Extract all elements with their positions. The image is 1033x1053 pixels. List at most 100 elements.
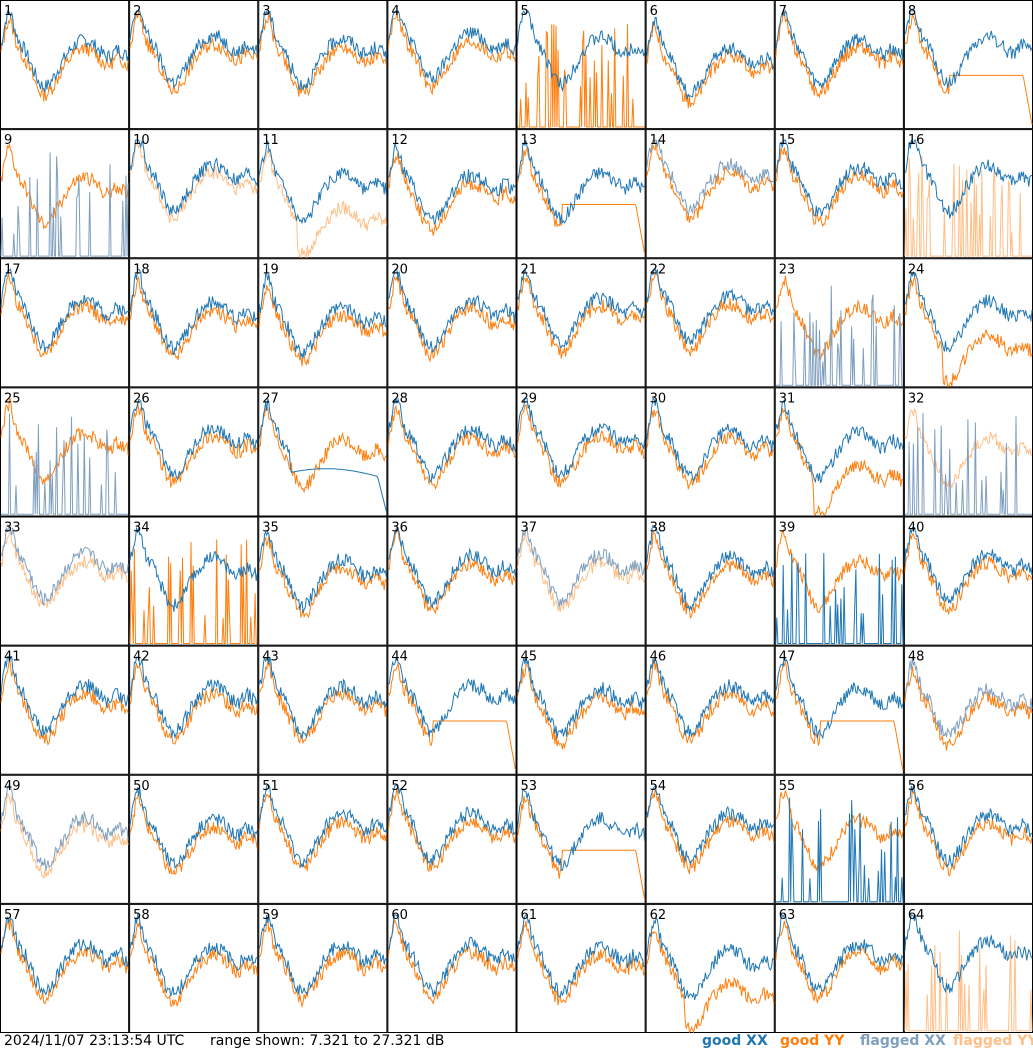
series-yy-28 bbox=[387, 404, 516, 490]
panel-32: 32 bbox=[903, 387, 1033, 517]
panel-number: 5 bbox=[521, 4, 529, 19]
panel-21: 21 bbox=[516, 258, 646, 388]
panel-1: 1 bbox=[0, 0, 130, 130]
legend-flagged-xx-label: flagged bbox=[860, 1033, 920, 1049]
series-xx-15 bbox=[775, 139, 903, 217]
panel-55: 55 bbox=[774, 774, 904, 904]
panel-frame bbox=[516, 0, 646, 130]
panel-37: 37 bbox=[516, 516, 646, 646]
panel-frame bbox=[645, 516, 775, 646]
panel-56: 56 bbox=[903, 774, 1033, 904]
series-yy-37 bbox=[517, 529, 646, 613]
panel-number: 8 bbox=[908, 4, 916, 19]
series-xx-52 bbox=[387, 785, 516, 866]
series-xx-58 bbox=[129, 913, 258, 997]
panel-46: 46 bbox=[645, 645, 775, 775]
panel-frame bbox=[645, 129, 775, 259]
panel-frame bbox=[774, 903, 904, 1033]
panel-frame bbox=[774, 387, 904, 517]
series-xx-47 bbox=[775, 656, 904, 740]
panel-frame bbox=[903, 645, 1033, 775]
panel-number: 6 bbox=[650, 4, 658, 19]
panel-2: 2 bbox=[129, 0, 259, 130]
panel-number: 33 bbox=[4, 521, 21, 536]
series-yy-23 bbox=[775, 275, 904, 361]
panel-number: 9 bbox=[4, 133, 12, 148]
series-xx-1 bbox=[0, 10, 129, 93]
series-xx-7 bbox=[775, 9, 904, 90]
panel-31: 31 bbox=[774, 387, 904, 518]
panel-59: 59 bbox=[258, 903, 388, 1033]
panel-frame bbox=[129, 645, 259, 775]
panel-44: 44 bbox=[387, 645, 517, 775]
panel-frame bbox=[645, 903, 775, 1033]
panel-number: 41 bbox=[4, 650, 21, 665]
panel-frame bbox=[129, 774, 259, 904]
panel-frame bbox=[774, 129, 904, 259]
series-xx-53 bbox=[517, 789, 646, 871]
panel-number: 36 bbox=[391, 521, 408, 536]
panel-frame bbox=[258, 903, 388, 1033]
panel-frame bbox=[0, 774, 130, 904]
panel-frame bbox=[516, 645, 646, 775]
series-yy-64 bbox=[904, 930, 1033, 1032]
panel-52: 52 bbox=[387, 774, 517, 904]
panel-15: 15 bbox=[774, 129, 904, 259]
panel-frame bbox=[0, 645, 130, 775]
series-yy-9 bbox=[0, 144, 129, 230]
series-xx-25 bbox=[1, 413, 129, 515]
series-yy-11 bbox=[258, 149, 387, 259]
series-xx-43 bbox=[258, 654, 387, 740]
series-xx-42 bbox=[129, 656, 258, 740]
series-yy-16 bbox=[904, 155, 1032, 257]
panel-frame bbox=[516, 258, 646, 388]
series-yy-54 bbox=[646, 789, 775, 875]
series-xx-13 bbox=[517, 140, 645, 224]
panel-frame bbox=[258, 645, 388, 775]
panel-4: 4 bbox=[387, 0, 517, 130]
panel-frame bbox=[387, 516, 517, 646]
panel-frame bbox=[774, 258, 904, 388]
panel-number: 44 bbox=[391, 650, 408, 665]
series-xx-11 bbox=[258, 140, 387, 225]
legend-good-yy-label: good bbox=[780, 1033, 820, 1049]
panel-frame bbox=[0, 516, 130, 646]
series-xx-46 bbox=[646, 658, 775, 738]
series-xx-60 bbox=[388, 913, 516, 997]
series-yy-10 bbox=[129, 143, 258, 223]
panel-frame bbox=[258, 774, 388, 904]
panel-frame bbox=[129, 516, 259, 646]
panel-frame bbox=[387, 645, 517, 775]
panel-number: 16 bbox=[908, 133, 925, 148]
series-xx-62 bbox=[646, 916, 775, 1001]
panel-12: 12 bbox=[387, 129, 517, 259]
series-xx-28 bbox=[387, 397, 516, 483]
panel-frame bbox=[516, 774, 646, 904]
panel-frame bbox=[645, 0, 775, 130]
panel-frame bbox=[903, 774, 1033, 904]
series-yy-44 bbox=[387, 663, 516, 771]
panel-number: 25 bbox=[4, 391, 21, 406]
panel-24: 24 bbox=[903, 258, 1033, 388]
series-yy-47 bbox=[775, 660, 904, 771]
panel-51: 51 bbox=[258, 774, 388, 904]
series-xx-40 bbox=[904, 527, 1033, 605]
series-xx-21 bbox=[517, 267, 646, 348]
series-yy-38 bbox=[646, 531, 775, 620]
panel-17: 17 bbox=[0, 258, 130, 388]
series-yy-53 bbox=[517, 795, 646, 900]
series-yy-55 bbox=[775, 790, 904, 874]
panel-number: 48 bbox=[908, 650, 925, 665]
panel-frame bbox=[516, 516, 646, 646]
panel-39: 39 bbox=[774, 516, 904, 646]
legend-flagged-yy-pol: YY bbox=[1017, 1033, 1033, 1049]
panel-64: 64 bbox=[903, 903, 1033, 1033]
panel-number: 3 bbox=[262, 4, 270, 19]
panel-number: 55 bbox=[779, 779, 796, 794]
series-yy-40 bbox=[904, 533, 1033, 615]
panel-6: 6 bbox=[645, 0, 775, 130]
panel-number: 46 bbox=[650, 650, 667, 665]
panel-20: 20 bbox=[387, 258, 517, 388]
series-xx-38 bbox=[646, 527, 775, 612]
